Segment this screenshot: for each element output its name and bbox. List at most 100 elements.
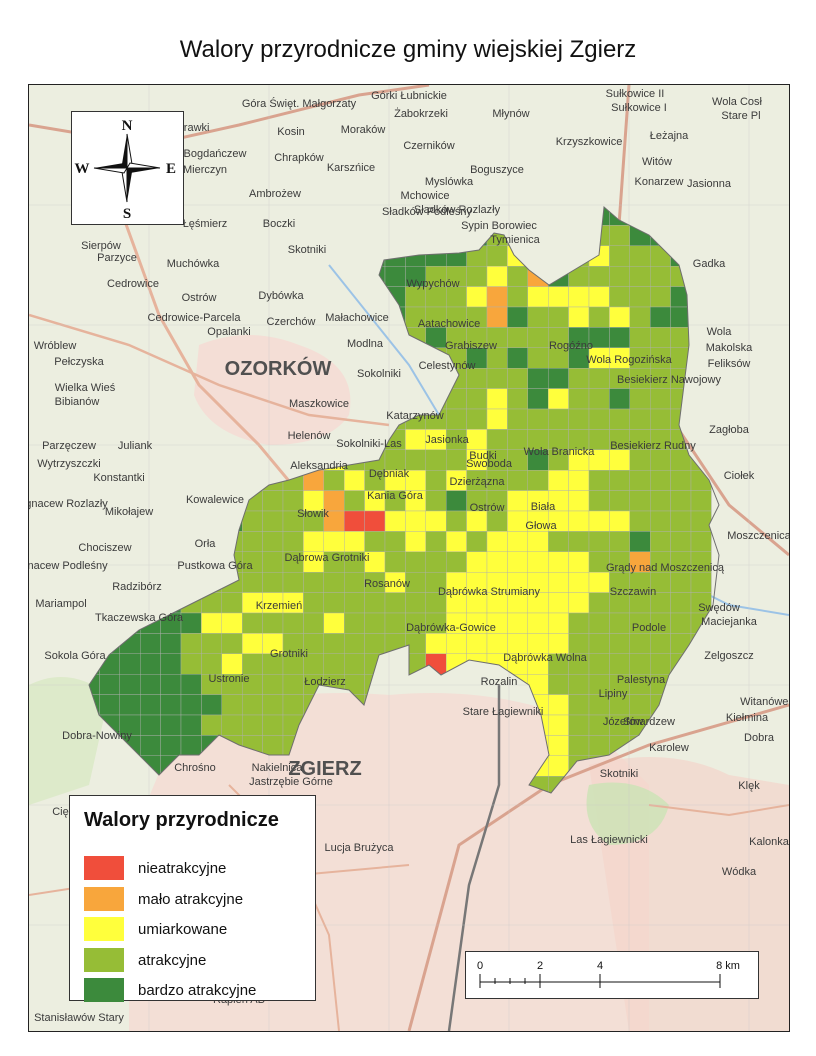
place-label: Łeżajna [650,130,689,142]
grid-cell [364,531,386,552]
place-label: Sładków Rozlazły [414,204,501,216]
legend-label: umiarkowane [138,920,228,938]
grid-cell [527,306,549,328]
grid-cell [241,531,263,552]
place-label: Grabiszew [445,340,497,352]
grid-cell [670,592,692,614]
grid-cell [262,531,284,552]
grid-cell [568,633,590,655]
grid-cell [446,551,467,573]
grid-cell [344,572,365,593]
compass-south: S [123,206,131,222]
compass-west: W [75,161,90,177]
grid-cell [323,572,345,593]
grid-cell [588,572,610,593]
grid-cell [548,755,569,777]
grid-cell [609,225,631,246]
place-label: Mchowice [401,190,450,202]
grid-cell [609,490,631,512]
grid-cell [262,572,284,593]
grid-cell [180,653,202,675]
place-label: Dzierżązna [449,476,505,488]
place-label: Klęk [738,780,760,792]
place-label: Smardzew [623,716,675,728]
grid-cell [405,531,426,552]
grid-cell [364,510,386,532]
grid-cell [160,735,182,757]
grid-cell [609,245,631,267]
grid-cell [405,429,426,450]
place-label: Ignacew Rozlazły [29,498,108,510]
place-label: Góra Święt. Małgorzaty [242,97,357,110]
place-label: Palestyna [617,674,666,686]
place-label: Maciejanka [701,616,758,628]
legend-item-umiarkowane: umiarkowane [84,917,227,941]
place-label: Wytrzyszczki [37,458,100,470]
grid-cell [221,612,243,634]
grid-cell [588,531,610,552]
grid-cell [609,653,631,675]
grid-cell [650,388,671,410]
place-label: Ambrożew [249,188,301,200]
place-label: Dąbrówka-Gowice [406,622,496,634]
grid-cell [650,408,671,430]
place-label: Tymienica [490,234,540,246]
grid-cell [568,612,590,634]
grid-cell [507,551,528,573]
legend-label: mało atrakcyjne [138,890,244,908]
grid-cell [486,368,508,389]
grid-cell [466,429,488,450]
grid-cell [425,490,447,512]
grid-cell [527,633,549,655]
place-label: Wola Branicka [524,446,596,458]
grid-cell [425,510,447,532]
grid-cell [405,551,426,573]
place-label: Małachowice [325,312,389,324]
legend-label: bardzo atrakcyjne [138,981,257,999]
place-label: Ignacew Podleśny [29,560,108,572]
grid-cell [568,592,590,614]
grid-cell [650,306,671,328]
grid-cell [344,470,365,491]
grid-cell [262,551,284,573]
grid-cell [425,633,447,655]
grid-cell [282,531,304,552]
grid-cell [446,449,467,471]
grid-cell [568,408,590,430]
legend-item-malo-atrakcyjne: mało atrakcyjne [84,887,243,911]
place-label: Moraków [341,124,386,136]
place-label: Kiełmina [726,712,769,724]
place-label: Dąbrówka Strumiany [438,586,541,598]
grid-cell [466,388,488,410]
grid-cell [282,674,304,695]
place-label: Młynów [492,108,529,120]
grid-cell [241,694,263,716]
place-label: Karolew [649,742,689,754]
grid-cell [568,674,590,695]
grid-cell [507,470,528,491]
grid-cell [282,572,304,593]
grid-cell [548,674,569,695]
place-label: Aleksandria [290,460,348,472]
map-frame[interactable]: Góra Święt. Małgorzaty Górki Łubnickie Żab… [28,84,790,1032]
grid-cell [446,510,467,532]
grid-cell [609,265,631,287]
grid-cell [588,368,610,389]
map-title: Walory przyrodnicze gminy wiejskiej Zgie… [179,36,637,63]
grid-cell [282,612,304,634]
place-label: Rozalin [481,676,518,688]
grid-cell [609,449,631,471]
place-label: Bibianów [55,396,100,408]
grid-cell [466,531,488,552]
place-label: Mierczyn [183,164,227,176]
place-label: Jastrzębie Górne [249,776,333,788]
place-label: Wola Rogozińska [586,354,672,366]
grid-cell [548,551,569,573]
place-label: Wola Cosł [712,96,762,108]
grid-cell [344,653,365,675]
grid-cell [486,306,508,328]
grid-cell [690,572,712,593]
place-label: Sułkowice I [611,102,667,114]
grid-cell [364,633,386,655]
grid-cell [466,510,488,532]
